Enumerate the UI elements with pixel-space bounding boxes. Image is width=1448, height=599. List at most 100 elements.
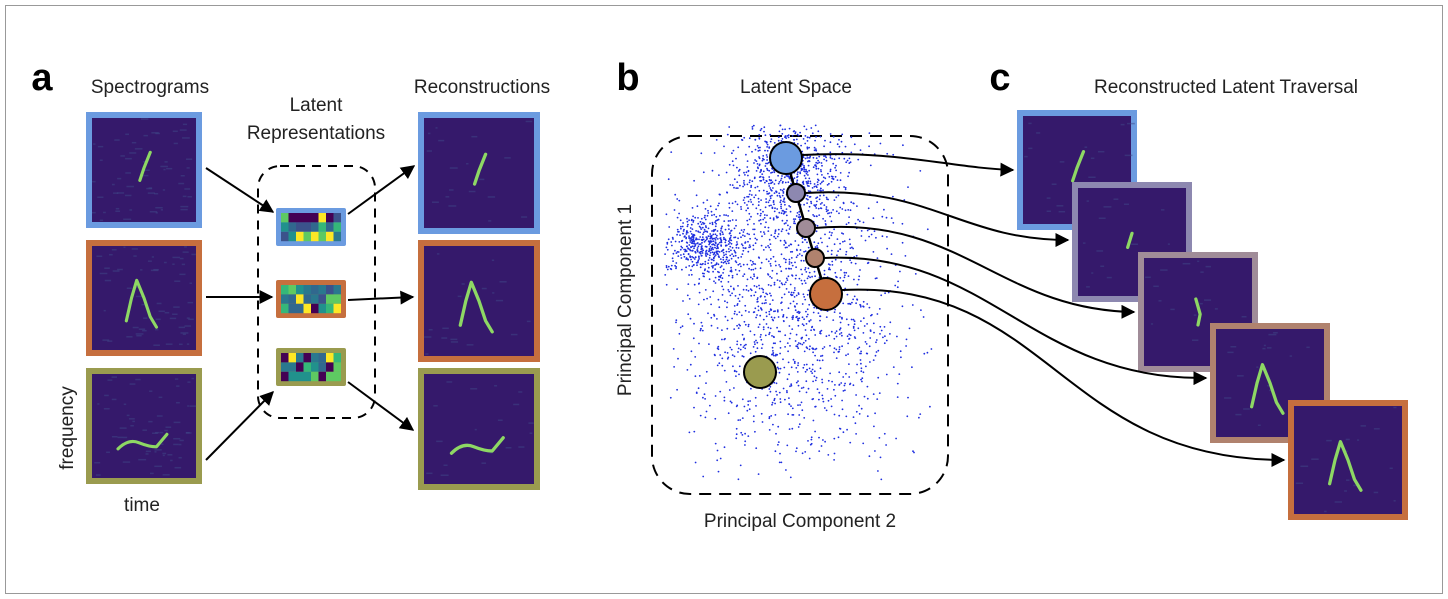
latent-point — [758, 204, 760, 206]
noise — [1200, 271, 1203, 273]
latent-point — [766, 156, 768, 158]
latent-point — [780, 401, 782, 403]
latent-point — [766, 323, 768, 325]
latent-point — [867, 230, 869, 232]
latent-point — [834, 167, 836, 169]
latent-point — [774, 284, 776, 286]
latent-point — [820, 183, 822, 185]
latent-point — [791, 257, 793, 259]
latent-point — [804, 280, 806, 282]
arrow — [348, 382, 413, 430]
latent-point — [727, 320, 729, 322]
latent-point — [783, 388, 785, 390]
latent-point — [705, 208, 707, 210]
latent-point — [799, 423, 801, 425]
latent-point — [694, 234, 696, 236]
latent-point — [818, 450, 820, 452]
latent-point — [785, 259, 787, 261]
latent-point — [678, 241, 680, 243]
latent-point — [708, 259, 710, 261]
latent-point — [797, 365, 799, 367]
latent-point — [794, 240, 796, 242]
latent-point — [735, 375, 737, 377]
latent-point — [715, 239, 717, 241]
latent-point — [696, 243, 698, 245]
latent-point — [715, 395, 717, 397]
latent-point — [714, 264, 716, 266]
latent-point — [825, 157, 827, 159]
latent-point — [783, 367, 785, 369]
latent-point — [701, 218, 703, 220]
noise — [100, 159, 103, 161]
noise — [1206, 266, 1211, 268]
latent-point — [825, 208, 827, 210]
latent-point — [781, 297, 783, 299]
latent-point — [803, 260, 805, 262]
latent-point — [795, 266, 797, 268]
noise — [1024, 156, 1027, 158]
latent-point — [834, 199, 836, 201]
latent-point — [830, 170, 832, 172]
latent-point — [699, 292, 701, 294]
latent-point — [738, 478, 740, 480]
latent-point — [762, 155, 764, 157]
latent-point — [866, 303, 868, 305]
noise — [104, 267, 110, 269]
latent-point — [771, 404, 773, 406]
latent-point — [845, 187, 847, 189]
latent-point — [805, 271, 807, 273]
latent-point — [733, 165, 735, 167]
noise — [1125, 155, 1133, 157]
latent-point — [807, 278, 809, 280]
latent-point — [761, 235, 763, 237]
latent-point — [845, 373, 847, 375]
latent-point — [803, 183, 805, 185]
latent-point — [702, 239, 704, 241]
latent-point — [900, 350, 902, 352]
noise — [1258, 425, 1261, 427]
latent-point — [763, 329, 765, 331]
latent-point — [824, 270, 826, 272]
latent-point — [700, 328, 702, 330]
latent-point — [793, 139, 795, 141]
latent-point — [780, 208, 782, 210]
noise — [133, 327, 139, 329]
latent-point — [834, 311, 836, 313]
latent-cell — [311, 213, 319, 222]
latent-point — [698, 283, 700, 285]
latent-point — [787, 225, 789, 227]
latent-point — [691, 266, 693, 268]
latent-point — [732, 354, 734, 356]
latent-point — [804, 364, 806, 366]
latent-cell — [296, 232, 304, 241]
latent-point — [666, 284, 668, 286]
noise — [135, 379, 140, 381]
latent-point — [927, 228, 929, 230]
latent-point — [834, 243, 836, 245]
noise — [183, 251, 189, 253]
latent-point — [788, 362, 790, 364]
latent-point — [769, 429, 771, 431]
latent-point — [778, 441, 780, 443]
latent-point — [785, 242, 787, 244]
latent-point — [784, 176, 786, 178]
latent-point — [805, 311, 807, 313]
latent-point — [848, 376, 850, 378]
latent-point — [802, 316, 804, 318]
latent-point — [815, 125, 817, 127]
latent-point — [790, 251, 792, 253]
latent-point — [860, 353, 862, 355]
latent-point — [815, 246, 817, 248]
latent-point — [852, 248, 854, 250]
latent-point — [796, 382, 798, 384]
latent-point — [743, 182, 745, 184]
noise — [1098, 151, 1104, 153]
latent-point — [755, 351, 757, 353]
noise — [180, 258, 184, 260]
latent-point — [781, 178, 783, 180]
latent-point — [758, 306, 760, 308]
latent-point — [795, 340, 797, 342]
latent-point — [730, 295, 732, 297]
latent-point — [674, 209, 676, 211]
latent-point — [695, 462, 697, 464]
